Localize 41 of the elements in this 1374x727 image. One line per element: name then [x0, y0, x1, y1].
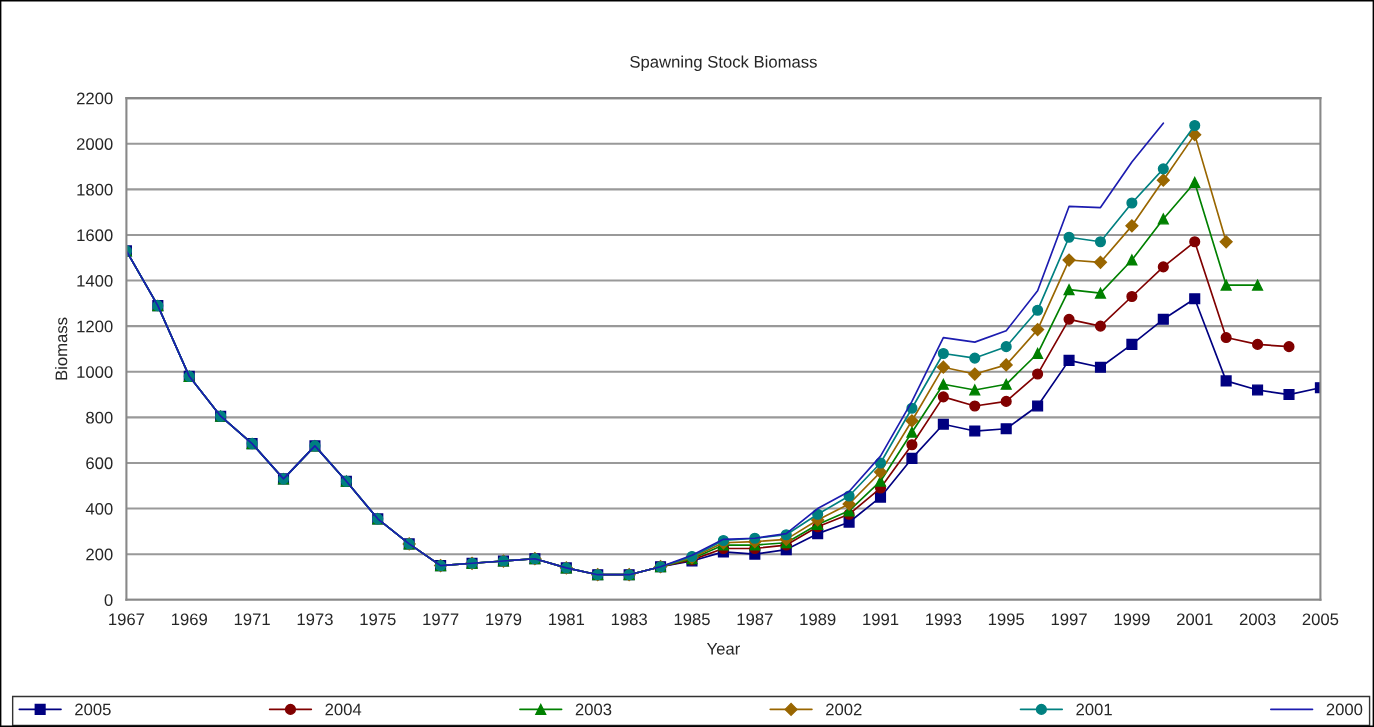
- y-tick-label: 1600: [77, 229, 113, 242]
- y-axis-title: Biomass: [55, 317, 68, 380]
- y-tick-label: 200: [86, 548, 113, 561]
- x-tick-label: 2005: [1302, 613, 1339, 626]
- x-tick-label: 1967: [109, 613, 145, 626]
- x-tick-label: 1991: [863, 613, 899, 626]
- x-tick-label: 1973: [297, 613, 333, 626]
- y-tick-label: 1800: [77, 183, 113, 196]
- y-tick-label: 600: [86, 457, 113, 470]
- legend-label: 2005: [75, 703, 111, 716]
- y-tick-label: 1200: [77, 320, 113, 333]
- x-tick-label: 1983: [611, 613, 647, 626]
- legend-label: 2002: [826, 703, 862, 716]
- y-tick-label: 0: [104, 594, 113, 606]
- x-tick-label: 1979: [486, 613, 522, 626]
- x-tick-label: 1997: [1051, 613, 1087, 626]
- y-tick-label: 1400: [77, 274, 113, 287]
- x-tick-label: 1989: [800, 613, 836, 626]
- legend-label: 2001: [1076, 703, 1112, 716]
- y-tick-label: 400: [85, 502, 113, 515]
- chart-title: Spawning Stock Biomass: [630, 55, 817, 72]
- x-tick-label: 1999: [1114, 613, 1150, 626]
- x-axis-title: Year: [706, 643, 740, 655]
- x-tick-label: 1977: [423, 613, 459, 626]
- x-tick-label: 1995: [988, 613, 1025, 626]
- y-tick-label: 800: [86, 411, 113, 424]
- x-tick-label: 2003: [1239, 613, 1276, 626]
- x-tick-label: 1975: [360, 613, 396, 626]
- y-tick-label: 1000: [77, 366, 113, 378]
- legend-label: 2000: [1326, 703, 1363, 716]
- x-tick-label: 1981: [549, 613, 585, 626]
- legend-label: 2003: [575, 703, 612, 716]
- x-tick-label: 1985: [674, 613, 710, 626]
- y-tick-label: 2200: [76, 92, 113, 105]
- x-tick-label: 2001: [1177, 613, 1213, 626]
- x-tick-label: 1993: [926, 613, 962, 626]
- x-tick-label: 1987: [737, 613, 773, 626]
- legend-label: 2004: [325, 703, 362, 716]
- x-tick-label: 1969: [171, 613, 207, 626]
- x-tick-label: 1971: [234, 613, 270, 626]
- y-tick-label: 2000: [76, 138, 113, 150]
